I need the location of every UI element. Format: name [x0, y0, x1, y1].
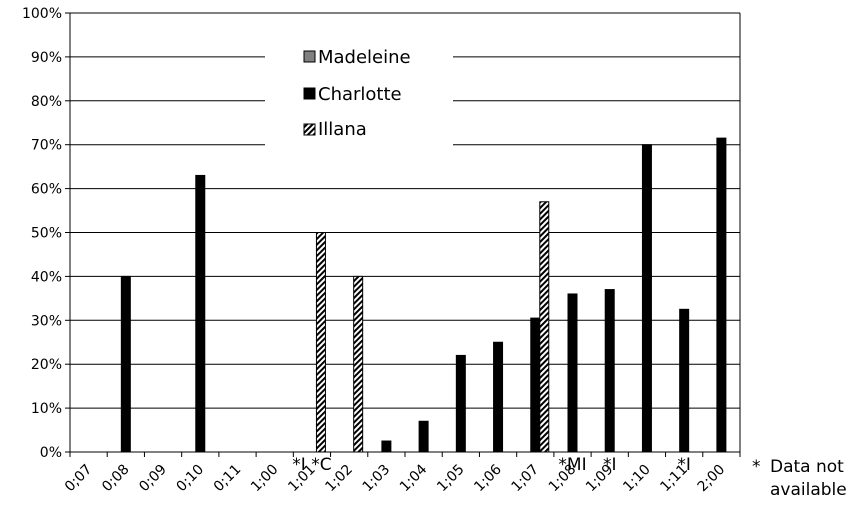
y-tick-label: 60% — [31, 182, 62, 198]
bar-charlotte — [455, 354, 466, 453]
y-tick-label: 40% — [31, 269, 62, 285]
bar-charlotte — [604, 289, 615, 453]
x-tick-labels: 0;07 0;08 0;09 0;10 0;11 1;00 1;01 1;02 1;03 1;04… — [62, 461, 728, 495]
axes — [69, 13, 741, 453]
x-tick-label: 0;11 — [211, 462, 245, 496]
data-note: * Data not available — [752, 457, 847, 500]
legend-label-charlotte: Charlotte — [318, 84, 402, 105]
y-tick-label: 20% — [31, 357, 62, 373]
annotation-label: *MI — [558, 455, 586, 475]
x-tick-label: 1;06 — [471, 461, 505, 495]
bar-charlotte — [195, 174, 206, 453]
legend-swatch-madeleine — [303, 50, 316, 63]
note-line-1: Data not — [770, 457, 844, 477]
annotation-label: *I — [603, 455, 617, 475]
bar-charlotte — [567, 293, 578, 453]
bar-charlotte — [120, 275, 131, 453]
x-tick-label: 0;10 — [174, 462, 208, 496]
x-tick-label: 0;08 — [99, 462, 133, 496]
bar-charlotte — [679, 308, 690, 453]
x-tick-label: 0;07 — [62, 462, 96, 496]
y-tick-label: 0% — [40, 445, 62, 461]
annotation-label: *I — [677, 455, 691, 475]
bar-charlotte — [493, 341, 504, 453]
y-tick-label: 100% — [22, 6, 62, 22]
x-tick-label: 1;05 — [434, 462, 468, 496]
annotations: *I *C *MI *I *I — [292, 455, 691, 475]
bars — [120, 137, 727, 453]
bar-charlotte — [418, 420, 429, 453]
bar-illana — [539, 201, 550, 453]
y-tick-labels: 0% 10% 20% 30% 40% 50% 60% 70% 80% 90% 100% — [22, 6, 62, 461]
note-line-2: available — [770, 480, 847, 500]
legend-label-illana: Illana — [318, 119, 367, 140]
y-tick-label: 30% — [31, 313, 62, 329]
y-tick-label: 50% — [31, 226, 62, 242]
bar-illana — [353, 275, 364, 453]
y-tick-label: 70% — [31, 138, 62, 154]
legend-swatch-illana — [303, 123, 316, 136]
bar-charlotte — [381, 440, 392, 453]
x-tick-label: 1;00 — [248, 462, 282, 496]
note-star: * — [752, 457, 761, 477]
legend: Madeleine Charlotte Illana — [265, 40, 453, 150]
x-tick-label: 1;07 — [509, 462, 543, 496]
bar-charlotte — [716, 137, 727, 453]
x-tick-label: 0;09 — [136, 462, 170, 496]
x-tick-label: 1;10 — [620, 462, 654, 496]
bar-charlotte — [641, 144, 652, 453]
x-tick-label: 2;00 — [695, 462, 729, 496]
legend-swatch-charlotte — [303, 87, 316, 100]
bar-illana — [315, 232, 326, 453]
bar-charlotte — [530, 317, 541, 453]
x-tick-label: 1;03 — [360, 462, 394, 496]
y-tick-label: 80% — [31, 94, 62, 110]
legend-background — [265, 40, 453, 150]
annotation-label: *I *C — [292, 455, 331, 475]
x-tick-label: 1;04 — [397, 461, 431, 495]
y-tick-label: 10% — [31, 401, 62, 417]
legend-label-madeleine: Madeleine — [318, 47, 411, 68]
y-tick-label: 90% — [31, 50, 62, 66]
